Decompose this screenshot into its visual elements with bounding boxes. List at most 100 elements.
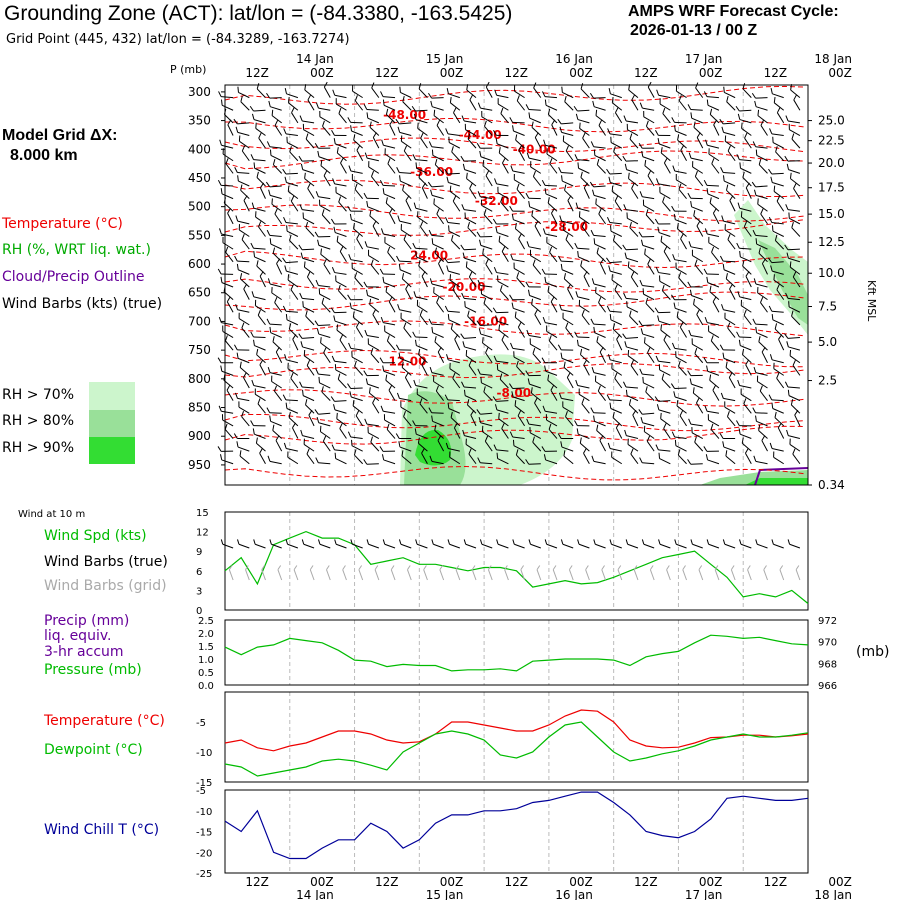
wind-barb-staff: [222, 242, 234, 250]
wind-barb-flag: [557, 433, 562, 439]
wind-barb-flag: [659, 275, 661, 282]
wind-barb: [258, 221, 266, 237]
wind-barb: [273, 385, 283, 401]
wind-barb-flag: [282, 257, 287, 263]
wind-barb-flag: [565, 410, 568, 417]
wind-barb: [448, 136, 461, 149]
wind-barb-flag: [477, 102, 481, 109]
wind-barb: [339, 246, 347, 263]
temperature-contour: [224, 137, 806, 153]
wind-barb-staff: [627, 217, 639, 225]
wind-barb-staff: [659, 192, 671, 200]
wind-barb-flag: [274, 208, 278, 215]
wind-barb-staff: [318, 107, 331, 111]
wind-barb-staff: [448, 270, 460, 275]
wind-barb-staff: [761, 263, 768, 275]
wind-barb-staff: [674, 347, 687, 351]
wind-barb-flag: [773, 451, 775, 458]
wind-barb: [773, 451, 784, 465]
wind-barb-flag: [287, 96, 290, 103]
time-tick-label-top: 00Z: [440, 66, 464, 80]
wind-barb-flag: [501, 334, 506, 341]
wind-barb-staff: [771, 222, 784, 225]
wind-barb-staff: [593, 283, 606, 288]
wind-barb: [321, 297, 331, 313]
wind-barb-flag: [368, 387, 371, 394]
wind-barb-staff: [561, 122, 574, 125]
wind-barb-flag: [368, 249, 370, 256]
wind-barb: [710, 335, 720, 351]
wind-barb-flag: [724, 135, 727, 142]
wind-barb-flag: [333, 315, 336, 322]
wind-barb-flag: [259, 447, 263, 454]
wind-barb: [541, 91, 558, 99]
wind-barb-staff: [366, 423, 379, 427]
wind-barb-staff: [270, 420, 282, 427]
wind-barb-flag: [355, 410, 360, 417]
wind-barb: [661, 284, 671, 300]
wind-barb-staff: [723, 269, 736, 275]
wind-barb-flag: [607, 354, 611, 360]
wind-barb-flag: [429, 278, 433, 285]
wind-barb-staff: [742, 177, 752, 187]
wind-barb-staff: [353, 228, 363, 237]
wind-barb: [541, 179, 558, 187]
wind-barb-staff: [529, 117, 541, 124]
wind-barb-staff: [285, 222, 298, 225]
wind-barb: [565, 410, 574, 427]
wind-barb-staff: [385, 291, 396, 301]
wind-barb-flag: [350, 539, 353, 545]
wind-barb-flag: [400, 135, 403, 142]
wind-barb-staff: [578, 256, 590, 263]
wind-barb-staff: [601, 569, 607, 581]
wind-barb-staff: [775, 240, 785, 250]
wind-barb-staff: [287, 456, 299, 465]
wind-barb-flag: [317, 150, 320, 157]
wind-barb: [768, 168, 784, 175]
wind-barb-flag: [274, 119, 279, 126]
wind-barb-staff: [675, 268, 687, 275]
wind-barb: [597, 385, 606, 401]
wind-barb-flag: [431, 238, 434, 245]
wind-barb: [753, 366, 768, 376]
wind-barb-flag: [577, 162, 580, 169]
wind-barb-staff: [257, 315, 266, 326]
wind-barb: [529, 249, 542, 263]
wind-barb-staff: [776, 289, 785, 300]
wind-barb-staff: [351, 396, 363, 402]
wind-barb: [445, 442, 460, 452]
wind-barb: [575, 113, 590, 124]
wind-barb-flag: [654, 307, 659, 313]
wind-barb-flag: [660, 147, 663, 154]
wind-barb: [412, 331, 428, 339]
wind-barb: [492, 396, 509, 402]
wind-barb: [415, 251, 428, 263]
wind-barb-flag: [740, 299, 742, 306]
wind-barb-flag: [444, 394, 449, 401]
wind-barb: [482, 337, 493, 351]
wind-barb: [338, 196, 347, 212]
wind-barb-flag: [525, 459, 530, 465]
wind-barb-flag: [627, 349, 630, 356]
wind-barb-staff: [772, 319, 784, 326]
wind-barb: [513, 85, 525, 99]
wind-barb: [719, 255, 736, 263]
wind-barb-flag: [644, 159, 647, 166]
wind-barb-staff: [237, 122, 250, 125]
wind-barb: [339, 334, 347, 351]
wind-barb: [240, 184, 250, 199]
wind-barb-flag: [579, 122, 581, 129]
wind-barb-staff: [302, 435, 315, 440]
wind-barb-staff: [302, 209, 315, 212]
wind-barb-staff: [465, 306, 477, 313]
wind-barb-staff: [690, 423, 703, 427]
wind-barb: [789, 172, 801, 187]
wind-barb-staff: [270, 332, 282, 338]
wind-barb-staff: [431, 283, 444, 288]
wind-barb-flag: [399, 86, 401, 93]
wind-barb: [670, 383, 687, 389]
wind-barb: [607, 442, 622, 452]
wind-barb-staff: [709, 202, 720, 212]
wind-barb-flag: [752, 229, 757, 236]
wind-barb-flag: [414, 428, 417, 435]
